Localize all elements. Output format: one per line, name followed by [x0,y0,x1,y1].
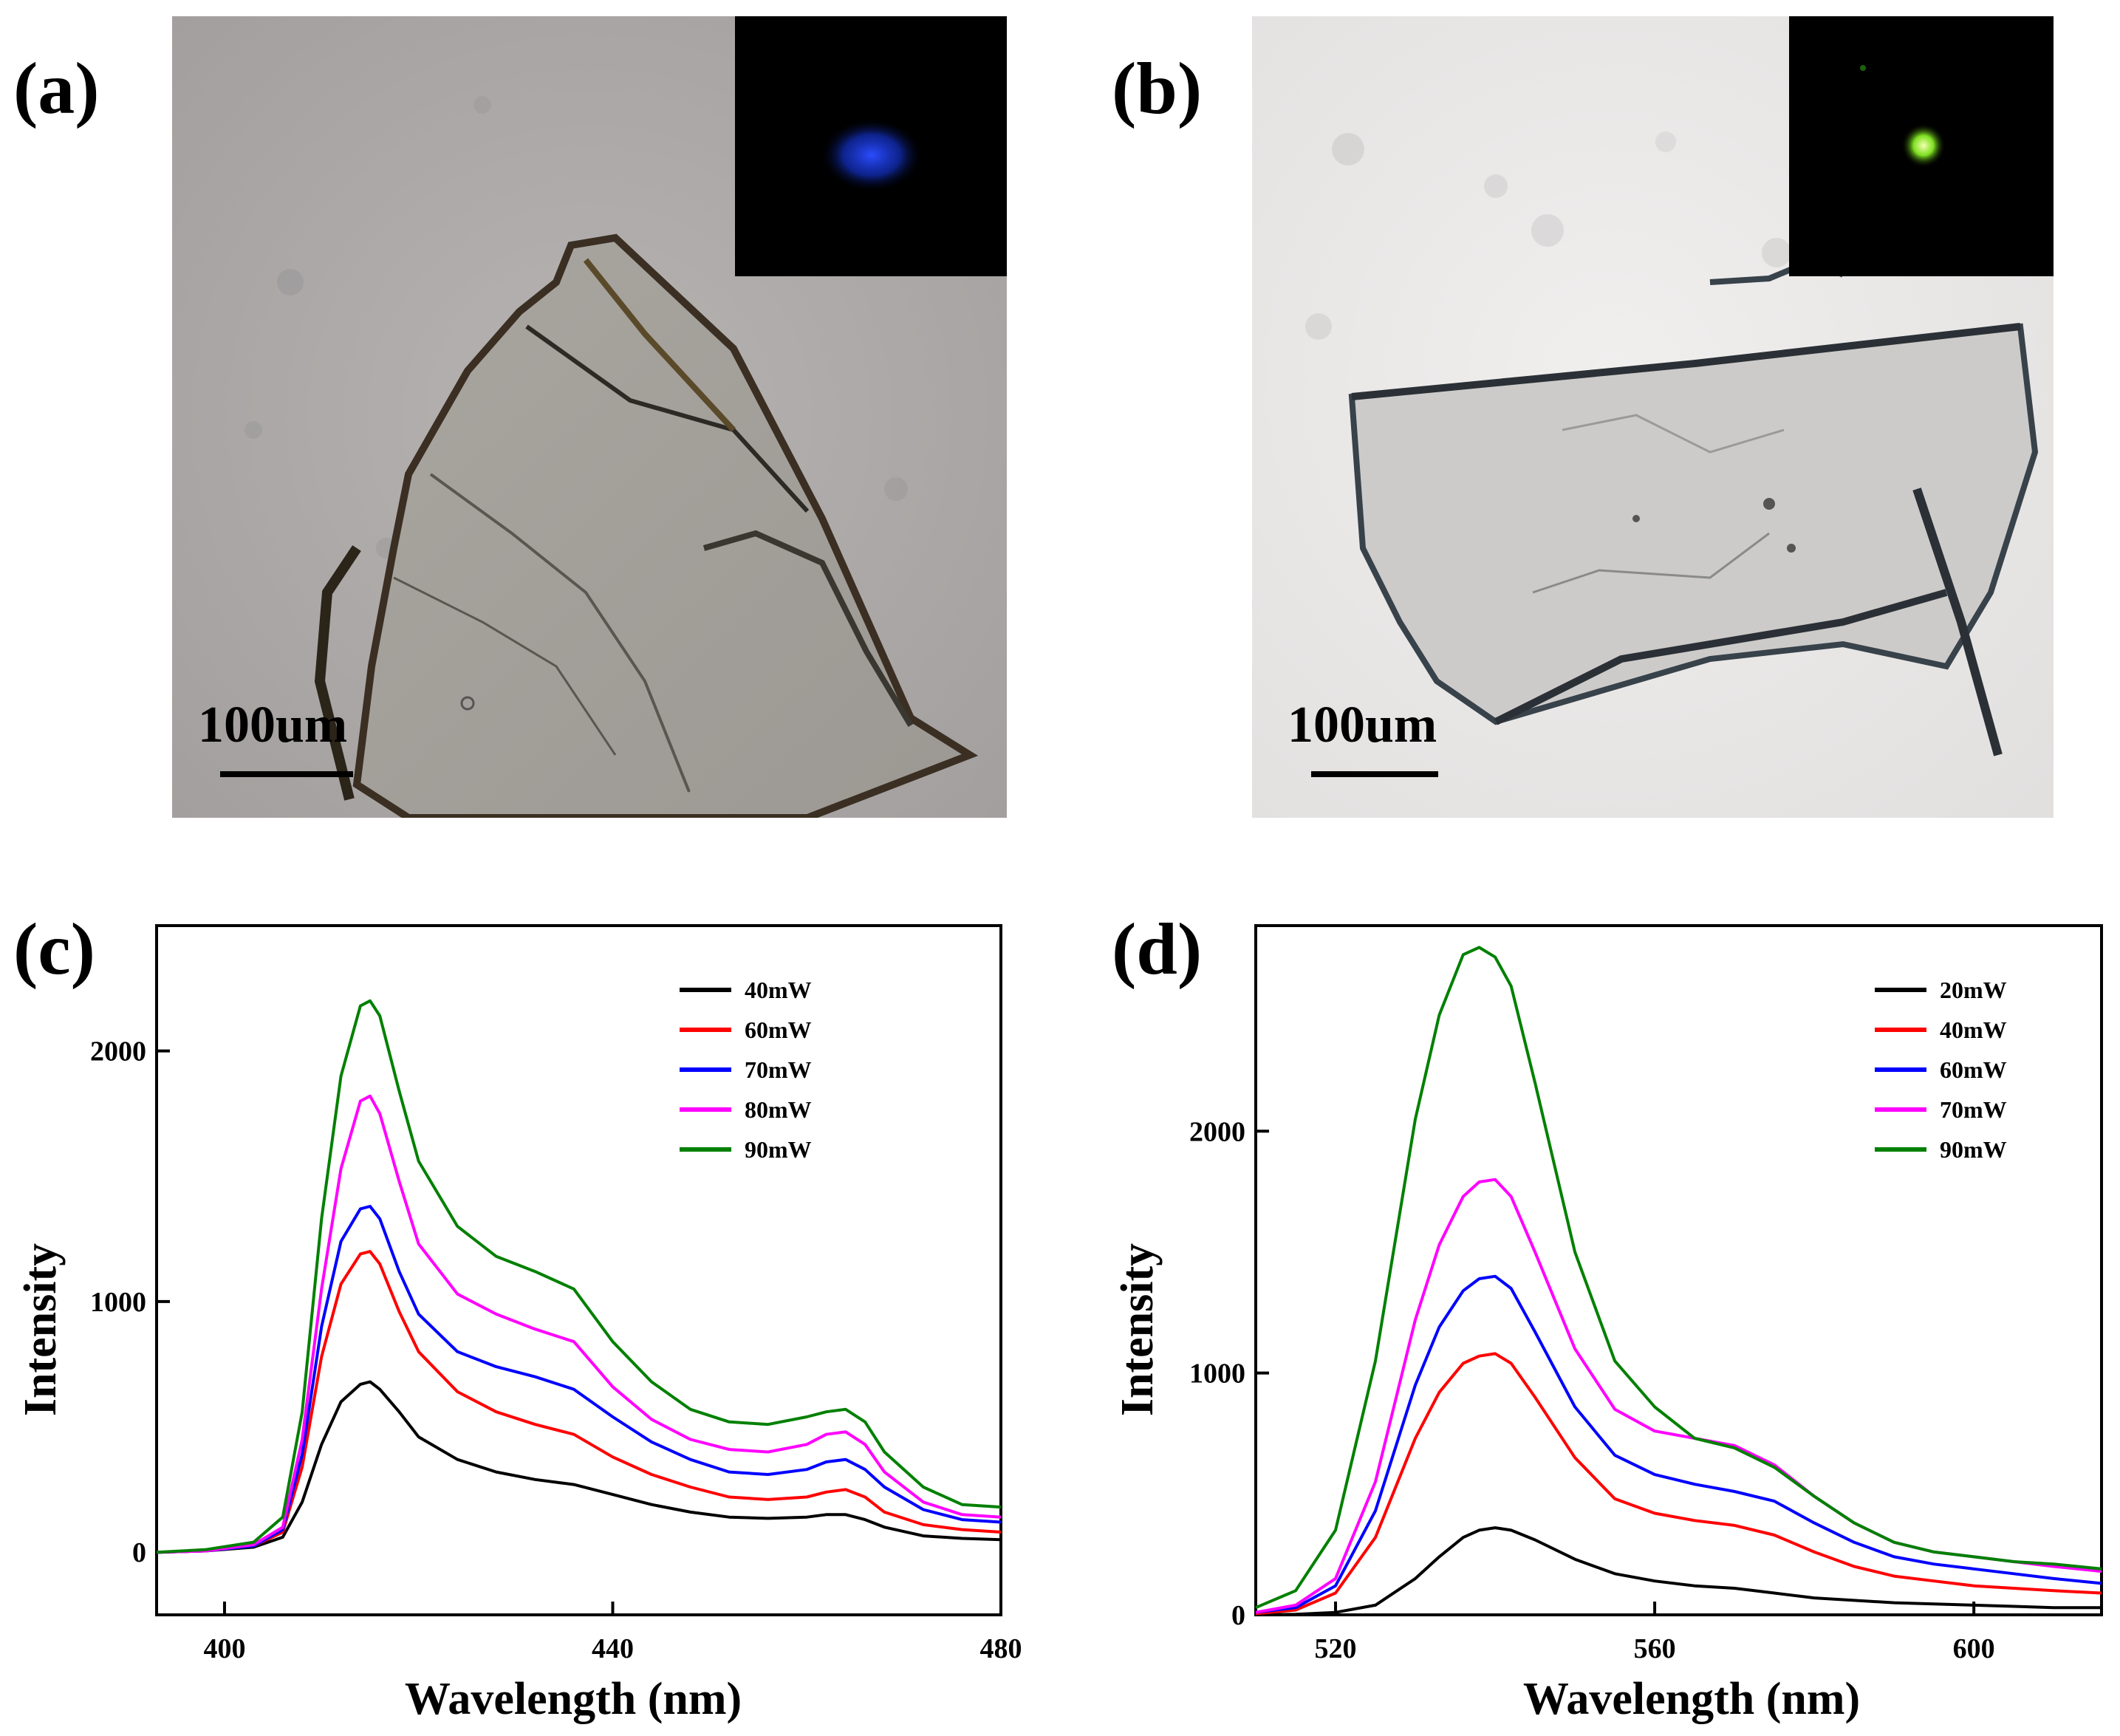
chart-c-xtick-label-480: 480 [980,1633,1022,1664]
chart-c-ylabel: Intensity [16,1243,66,1416]
chart-d-series-90mW [1255,946,2102,1610]
chart-c-series-70mW [156,1205,1002,1554]
chart-d-plot-frame [1254,924,2103,1616]
chart-c-xlabel: Wavelength (nm) [405,1674,742,1724]
chart-c-xtick-label-440: 440 [592,1633,634,1664]
crystal-image-a [172,16,1007,818]
chart-d-legend-label-90mW: 90mW [1940,1136,2007,1163]
panel-label-a: (a) [13,47,100,129]
chart-d-series-70mW [1255,1178,2102,1614]
inset-emission-b [1789,16,2054,276]
chart-d-series-20mW [1255,1526,2102,1616]
chart-d-svg: Intensity Wavelength (nm) 520 560 600 0 1000… [1112,924,2103,1724]
chart-d-legend-label-20mW: 20mW [1940,977,2007,1003]
panel-label-b: (b) [1112,47,1203,129]
chart-d-xtick-label-560: 560 [1634,1633,1676,1664]
micrograph-b: 100um [1252,16,2054,818]
chart-d-xtick-label-600: 600 [1953,1633,1995,1664]
chart-c-series-40mW [156,1380,1002,1554]
chart-c-legend-label-40mW: 40mW [745,977,812,1003]
chart-d-series-40mW [1255,1352,2102,1616]
chart-d: Intensity Wavelength (nm) 520 560 600 0 1000… [1093,909,2120,1729]
scale-bar-a [220,771,353,777]
chart-c: Intensity Wavelength (nm) 400 440 480 0 1000… [0,909,1034,1729]
micrograph-a: 100um [172,16,1007,818]
chart-d-ytick-label-0: 0 [1231,1600,1245,1631]
chart-d-ylabel: Intensity [1112,1243,1163,1416]
scale-label-a: 100um [198,697,348,753]
chart-d-ytick-label-2000: 2000 [1189,1116,1245,1147]
chart-d-ytick-label-1000: 1000 [1189,1359,1245,1390]
chart-c-legend-label-80mW: 80mW [745,1096,812,1123]
scale-label-b: 100um [1288,697,1437,753]
chart-c-ytick-label-0: 0 [132,1537,146,1568]
chart-d-legend-label-60mW: 60mW [1940,1056,2007,1083]
chart-d-legend-label-40mW: 40mW [1940,1016,2007,1043]
chart-c-xtick-label-400: 400 [203,1633,245,1664]
chart-c-svg: Intensity Wavelength (nm) 400 440 480 0 1000… [16,924,1022,1724]
scale-bar-b [1311,771,1438,777]
chart-c-ytick-label-1000: 1000 [90,1287,146,1318]
chart-c-legend-label-70mW: 70mW [745,1056,812,1083]
chart-c-series-90mW [156,999,1002,1554]
chart-c-series-80mW [156,1094,1002,1554]
panel-label-c: (c) [13,908,95,990]
chart-c-ytick-label-2000: 2000 [90,1036,146,1067]
blue-spot-icon [820,118,923,192]
chart-d-legend-label-70mW: 70mW [1940,1096,2007,1123]
chart-d-xlabel: Wavelength (nm) [1523,1674,1860,1724]
chart-c-series-60mW [156,1250,1002,1554]
chart-c-legend-label-90mW: 90mW [745,1136,812,1163]
chart-c-legend-label-60mW: 60mW [745,1016,812,1043]
green-spot-icon [1860,65,1946,168]
inset-emission-a [735,16,1007,276]
chart-d-series-60mW [1255,1274,2102,1614]
chart-c-plot-frame [155,924,1002,1616]
panel-label-d: (d) [1112,908,1203,990]
crystal-image-b [1252,16,2054,818]
chart-d-xtick-label-520: 520 [1315,1633,1357,1664]
